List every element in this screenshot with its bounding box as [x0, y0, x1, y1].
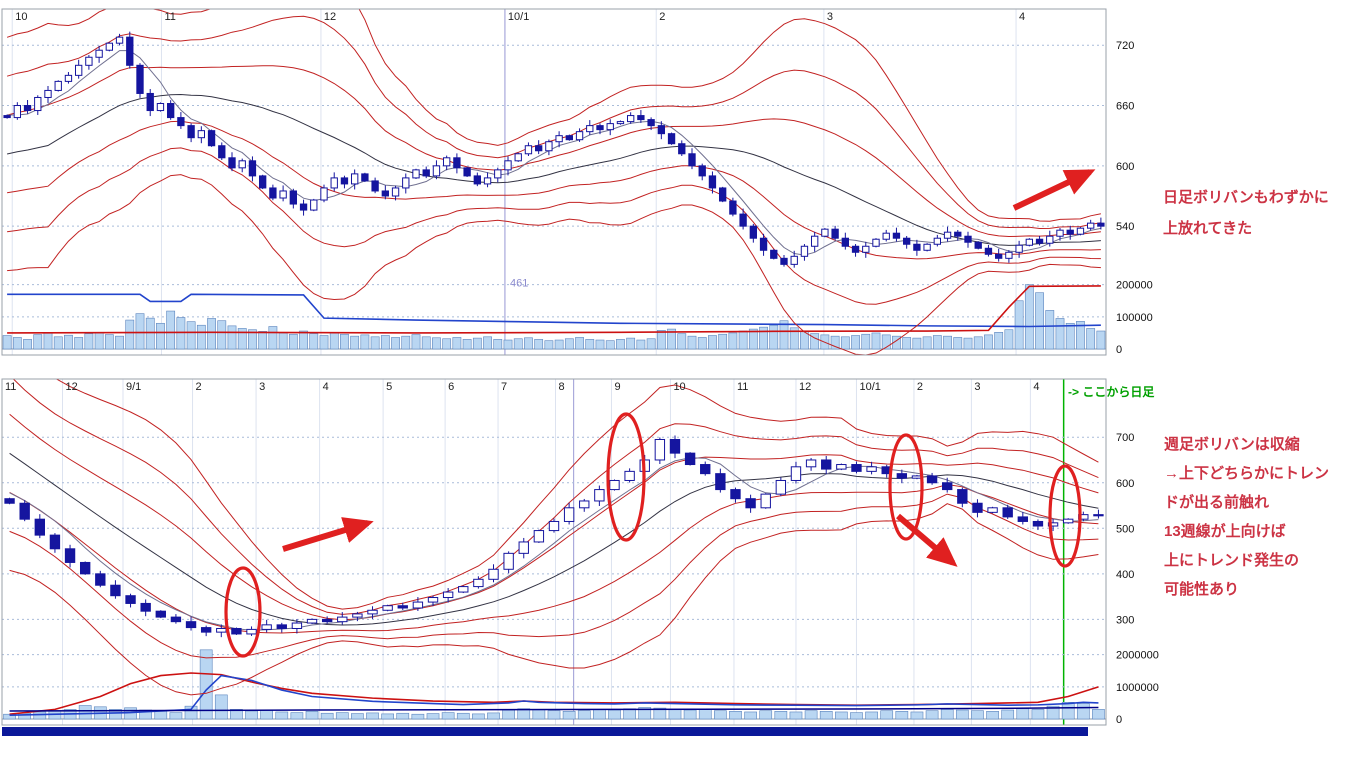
- weekly-bollinger-candlestick-chart: 11 12 9/1 2 3 4 5 6 7 8 9 10 11 12 10/1 2 3 4 700 600 500 400…: [1, 378, 1159, 726]
- svg-text:8: 8: [559, 381, 565, 393]
- svg-text:4: 4: [323, 381, 329, 393]
- svg-text:2: 2: [917, 381, 923, 393]
- svg-text:540: 540: [1116, 221, 1134, 233]
- svg-text:0: 0: [1116, 344, 1122, 356]
- svg-text:9: 9: [614, 381, 620, 393]
- svg-text:9/1: 9/1: [126, 381, 141, 393]
- svg-text:720: 720: [1116, 40, 1134, 52]
- weekly-note-line-1: 週足ボリバンは収縮: [1164, 436, 1300, 453]
- svg-text:4: 4: [1019, 11, 1025, 23]
- svg-text:3: 3: [827, 11, 833, 23]
- svg-text:461: 461: [510, 277, 528, 289]
- svg-text:11: 11: [164, 11, 175, 23]
- svg-text:10/1: 10/1: [508, 11, 529, 23]
- svg-text:100000: 100000: [1116, 312, 1153, 324]
- svg-text:11: 11: [5, 381, 16, 393]
- svg-text:400: 400: [1116, 569, 1134, 581]
- svg-text:12: 12: [799, 381, 811, 393]
- svg-text:5: 5: [386, 381, 392, 393]
- daily-annotation-note: 日足ボリバンもわずかに 上放れてきた: [1163, 182, 1329, 244]
- svg-text:0: 0: [1116, 714, 1122, 726]
- svg-text:300: 300: [1116, 614, 1134, 626]
- daily-note-line-1: 日足ボリバンもわずかに: [1163, 189, 1329, 206]
- svg-text:2000000: 2000000: [1116, 650, 1159, 662]
- svg-text:10/1: 10/1: [859, 381, 880, 393]
- weekly-note-line-3: ドが出る前触れ: [1164, 494, 1270, 511]
- svg-text:4: 4: [1033, 381, 1039, 393]
- svg-text:2: 2: [196, 381, 202, 393]
- svg-text:3: 3: [259, 381, 265, 393]
- daily-start-marker-label: -> ここから日足: [1068, 385, 1155, 399]
- daily-note-line-2: 上放れてきた: [1163, 220, 1253, 237]
- svg-text:11: 11: [737, 381, 748, 393]
- svg-text:10: 10: [673, 381, 685, 393]
- svg-text:2: 2: [659, 11, 665, 23]
- svg-text:3: 3: [974, 381, 980, 393]
- daily-bollinger-candlestick-chart: 10 11 12 10/1 2 3 4 720 660 600 540 200000 100000 0 46…: [1, 8, 1153, 356]
- weekly-note-line-4: 13週線が上向けば: [1164, 523, 1286, 540]
- svg-text:700: 700: [1116, 432, 1134, 444]
- svg-text:7: 7: [501, 381, 507, 393]
- svg-text:660: 660: [1116, 101, 1134, 113]
- svg-text:12: 12: [65, 381, 77, 393]
- svg-text:12: 12: [324, 11, 336, 23]
- svg-text:200000: 200000: [1116, 280, 1153, 292]
- weekly-note-line-2: →上下どちらかにトレン: [1164, 465, 1330, 482]
- svg-text:6: 6: [448, 381, 454, 393]
- svg-text:10: 10: [15, 11, 27, 23]
- weekly-annotation-note: 週足ボリバンは収縮 →上下どちらかにトレン ドが出る前触れ 13週線が上向けば …: [1164, 430, 1329, 604]
- svg-text:600: 600: [1116, 478, 1134, 490]
- svg-text:500: 500: [1116, 523, 1134, 535]
- svg-text:600: 600: [1116, 161, 1134, 173]
- weekly-note-line-5: 上にトレンド発生の: [1164, 552, 1300, 569]
- weekly-note-line-6: 可能性あり: [1164, 581, 1240, 598]
- svg-text:1000000: 1000000: [1116, 682, 1159, 694]
